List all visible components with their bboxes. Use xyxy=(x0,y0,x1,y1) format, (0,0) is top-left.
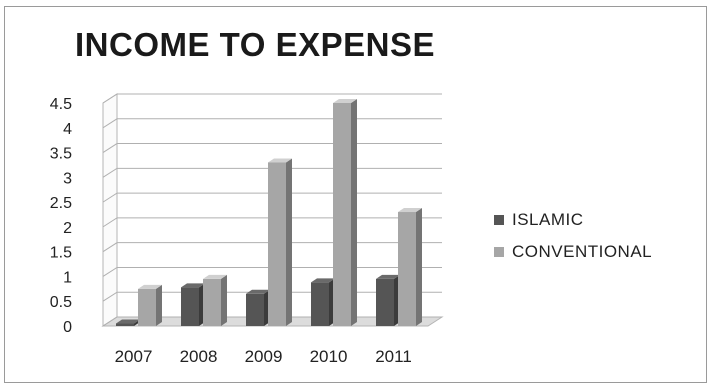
bar-islamic-2008 xyxy=(181,287,199,326)
bar-top-islamic-2008 xyxy=(181,283,205,288)
legend: ISLAMIC CONVENTIONAL xyxy=(494,204,652,268)
y-tick-label: 1.5 xyxy=(50,245,72,262)
legend-swatch-islamic xyxy=(494,215,504,225)
x-tick-label: 2007 xyxy=(115,347,153,366)
y-tick-label: 4 xyxy=(63,121,72,138)
bar-islamic-2009 xyxy=(246,293,264,326)
bar-top-islamic-2009 xyxy=(246,289,270,294)
bar-top-islamic-2007 xyxy=(116,319,140,324)
legend-item-islamic: ISLAMIC xyxy=(494,204,652,236)
chart-title: INCOME TO EXPENSE xyxy=(75,26,435,63)
y-tick-label: 1 xyxy=(63,269,72,286)
legend-swatch-conventional xyxy=(494,247,504,257)
side-wall xyxy=(102,93,118,327)
y-tick-label: 0 xyxy=(63,319,72,336)
bar-conventional-2011 xyxy=(398,212,416,326)
bar-top-conventional-2008 xyxy=(203,274,227,279)
y-tick-label: 3.5 xyxy=(50,146,72,163)
bar-conventional-2008 xyxy=(203,278,221,326)
legend-item-conventional: CONVENTIONAL xyxy=(494,236,652,268)
legend-label-conventional: CONVENTIONAL xyxy=(512,242,653,261)
bar-conventional-2010 xyxy=(333,103,351,326)
bar-top-conventional-2010 xyxy=(333,99,357,103)
bar-top-islamic-2010 xyxy=(311,278,335,283)
x-tick-label: 2008 xyxy=(180,347,218,366)
bar-top-conventional-2009 xyxy=(268,158,292,163)
y-tick-label: 4.5 xyxy=(50,96,72,113)
bar-side-conventional-2008 xyxy=(221,274,227,326)
x-tick-label: 2011 xyxy=(375,347,412,366)
y-tick-label: 2 xyxy=(63,220,72,237)
bar-conventional-2009 xyxy=(268,162,286,326)
bar-islamic-2011 xyxy=(376,278,394,326)
bar-top-islamic-2011 xyxy=(376,274,400,279)
gridline xyxy=(102,93,442,104)
y-tick-label: 0.5 xyxy=(50,294,72,311)
bar-top-conventional-2007 xyxy=(138,284,162,289)
gridline xyxy=(102,118,442,129)
legend-label-islamic: ISLAMIC xyxy=(512,210,584,229)
x-tick-label: 2009 xyxy=(245,347,283,366)
bar-side-conventional-2009 xyxy=(286,158,292,326)
bar-side-conventional-2007 xyxy=(156,284,162,326)
bar-conventional-2007 xyxy=(138,288,156,326)
gridline xyxy=(102,143,442,153)
y-tick-label: 2.5 xyxy=(50,195,72,212)
y-tick-label: 3 xyxy=(63,170,72,187)
bar-islamic-2007 xyxy=(116,323,134,326)
bar-islamic-2010 xyxy=(311,282,329,326)
bar-side-conventional-2011 xyxy=(416,208,422,326)
x-tick-label: 2010 xyxy=(310,347,348,366)
bar-top-conventional-2011 xyxy=(398,208,422,213)
bar-side-conventional-2010 xyxy=(351,99,357,326)
